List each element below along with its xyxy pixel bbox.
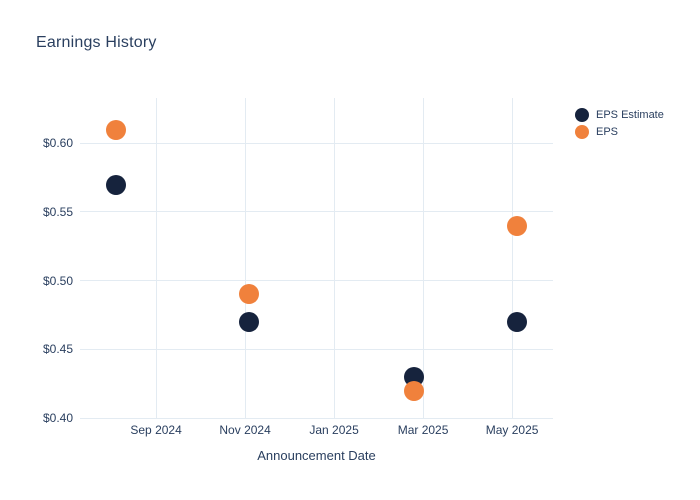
x-tick-label: May 2025 <box>485 423 539 437</box>
y-gridline <box>80 348 553 350</box>
legend-label: EPS Estimate <box>596 108 664 121</box>
legend-marker-circle-icon <box>575 107 589 122</box>
x-tick-label: Sep 2024 <box>130 423 182 437</box>
x-axis-title: Announcement Date <box>257 448 376 463</box>
y-tick-label: $0.50 <box>42 273 73 288</box>
x-gridline <box>244 98 246 418</box>
data-point-eps[interactable] <box>506 215 527 236</box>
y-tick-label: $0.60 <box>42 136 73 151</box>
data-point-eps-estimate[interactable] <box>106 174 127 195</box>
data-point-eps[interactable] <box>404 380 425 401</box>
y-gridline <box>80 211 553 213</box>
plot-area: $0.40 $0.45 $0.50 $0.55 $0.60 Sep 2024 Nov 202… <box>43 98 553 437</box>
data-point-eps[interactable] <box>106 119 127 140</box>
x-gridline <box>155 98 157 418</box>
data-point-eps-estimate[interactable] <box>239 311 260 332</box>
legend-item-eps[interactable]: EPS <box>575 123 664 140</box>
data-point-eps[interactable] <box>239 284 260 305</box>
y-tick-label: $0.45 <box>42 342 73 357</box>
x-tick-label: Jan 2025 <box>309 423 359 437</box>
y-gridline <box>80 417 553 419</box>
x-gridline <box>422 98 424 418</box>
y-tick-label: $0.55 <box>42 204 73 219</box>
legend: EPS Estimate EPS <box>575 106 664 140</box>
y-tick-label: $0.40 <box>42 411 73 425</box>
data-point-eps-estimate[interactable] <box>506 311 527 332</box>
y-gridline <box>80 142 553 144</box>
x-gridline <box>333 98 335 418</box>
legend-marker-circle-icon <box>575 124 589 139</box>
chart-title: Earnings History <box>36 34 157 51</box>
x-tick-label: Mar 2025 <box>397 423 449 437</box>
legend-item-eps-estimate[interactable]: EPS Estimate <box>575 106 664 123</box>
x-gridline <box>511 98 513 418</box>
y-gridline <box>80 280 553 282</box>
legend-label: EPS <box>596 125 619 138</box>
x-tick-label: Nov 2024 <box>219 423 271 437</box>
